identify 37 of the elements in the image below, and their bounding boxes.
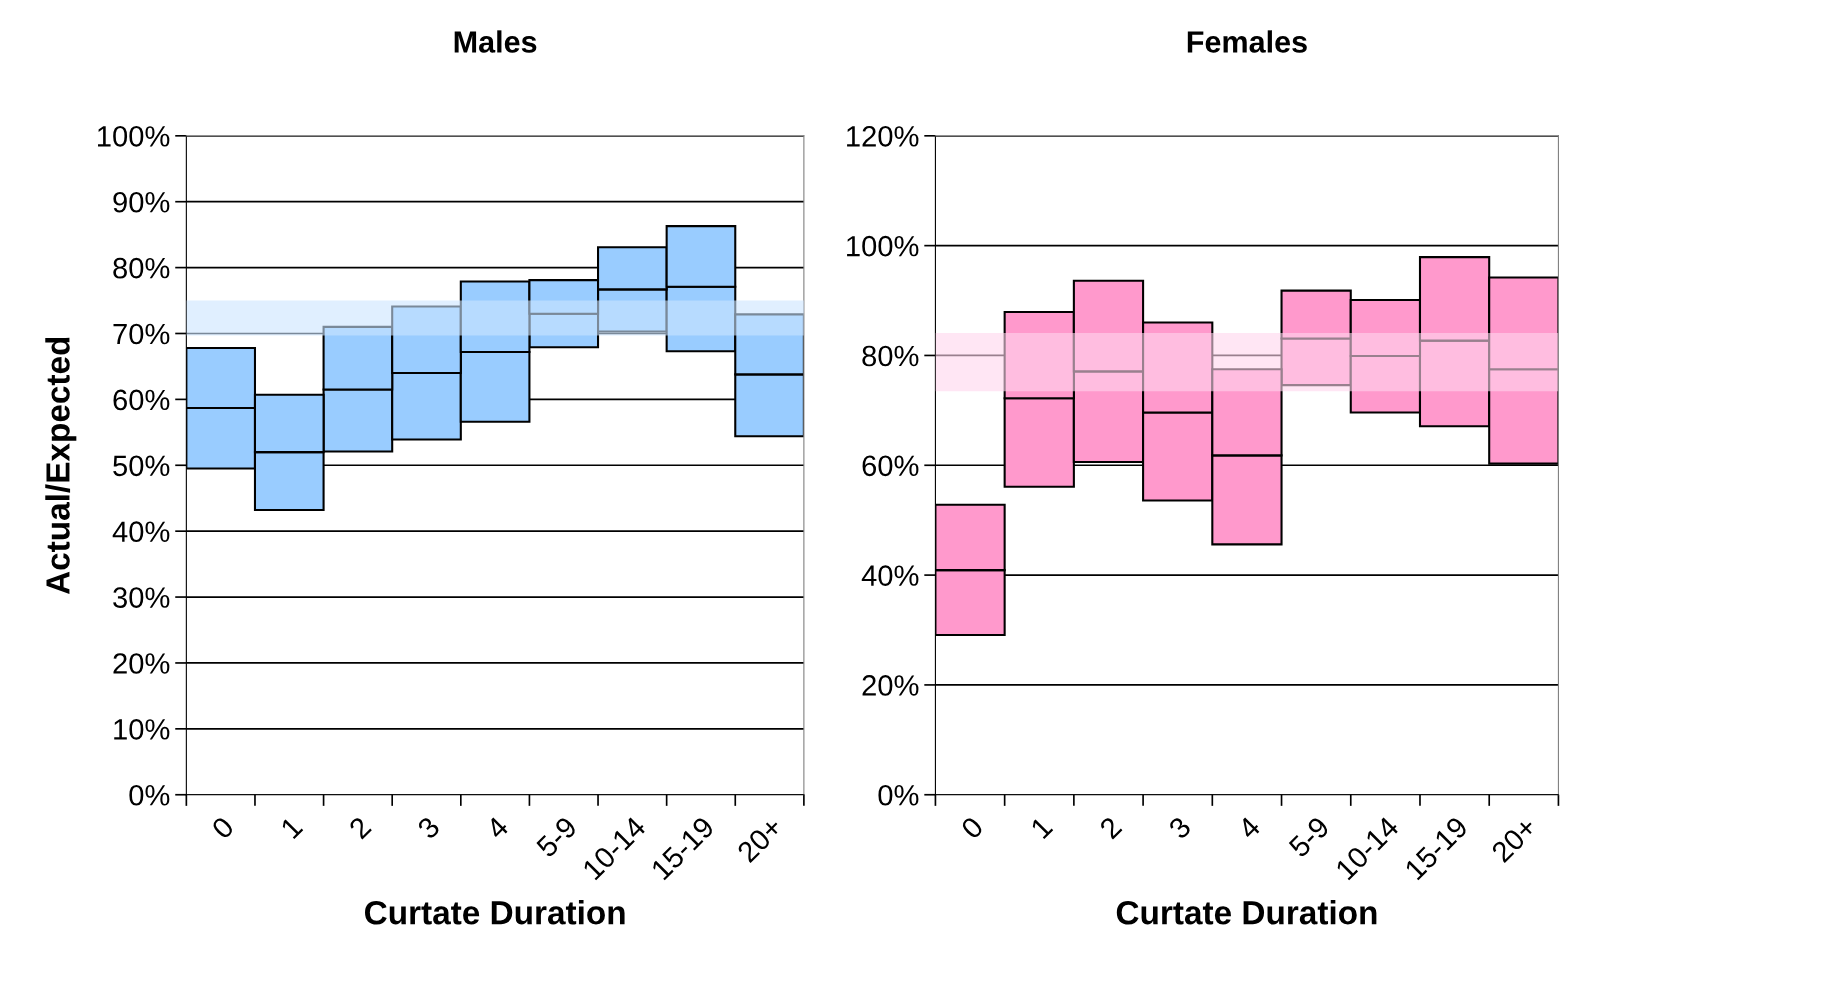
x-tick-label: 4 — [484, 815, 510, 841]
y-tick-label: 20% — [862, 675, 919, 696]
y-tick-label: 90% — [113, 191, 170, 213]
x-tick-label: 0 — [959, 815, 985, 840]
chart-title: Females — [1187, 30, 1307, 53]
y-tick-label: 20% — [113, 653, 170, 674]
y-tick-label: 10% — [114, 719, 170, 740]
y-tick-label: 0% — [878, 784, 919, 806]
x-tick-label: 20+ — [736, 815, 784, 864]
x-tick-label: 1 — [280, 815, 304, 840]
x-tick-label: 2 — [348, 815, 372, 840]
x-tick-label: 5-9 — [535, 815, 578, 859]
y-tick-label: 30% — [113, 587, 170, 608]
chart-title: Males — [454, 30, 537, 53]
y-tick-label: 100% — [847, 235, 919, 257]
x-axis-title: Curtate Duration — [365, 900, 625, 925]
y-axis-title: Actual/Expected — [45, 337, 77, 595]
x-tick-label: 3 — [416, 815, 441, 841]
y-tick-label: 0% — [129, 784, 170, 806]
y-tick-label: 80% — [113, 257, 170, 279]
y-tick-label: 50% — [113, 455, 170, 477]
y-tick-label: 60% — [862, 455, 919, 477]
x-tick-label: 4 — [1236, 815, 1262, 841]
x-tick-label: 2 — [1098, 815, 1123, 840]
y-tick-label: 60% — [113, 389, 170, 411]
y-tick-label: 70% — [113, 323, 170, 345]
y-tick-label: 120% — [847, 126, 919, 147]
y-tick-label: 100% — [98, 126, 170, 147]
y-tick-label: 40% — [861, 565, 919, 586]
x-tick-label: 3 — [1167, 815, 1192, 841]
y-tick-label: 80% — [862, 345, 919, 367]
x-tick-label: 0 — [210, 815, 235, 840]
x-axis-title: Curtate Duration — [1116, 900, 1377, 925]
x-tick-label: 20+ — [1490, 815, 1538, 864]
x-tick-label: 5-9 — [1287, 815, 1331, 859]
y-tick-label: 40% — [112, 521, 170, 543]
x-tick-label: 1 — [1030, 815, 1054, 840]
